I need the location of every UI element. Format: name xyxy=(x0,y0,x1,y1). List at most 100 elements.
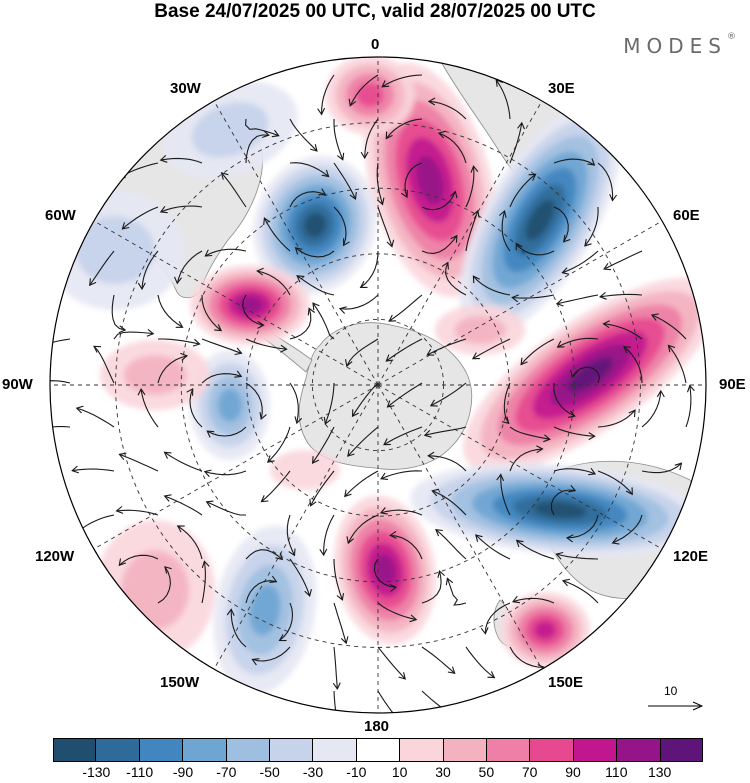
wind-arrowhead xyxy=(471,352,480,360)
wind-streamline xyxy=(296,275,335,296)
wind-arrowhead xyxy=(93,345,102,353)
wind-streamline xyxy=(289,558,311,597)
wind-streamline xyxy=(289,118,318,152)
wind-arrowhead xyxy=(263,217,271,226)
wind-arrowhead xyxy=(555,298,564,307)
wind-arrowhead xyxy=(472,209,480,218)
wind-streamline xyxy=(512,294,555,299)
wind-arrowhead xyxy=(294,416,303,425)
wind-streamline xyxy=(641,462,682,474)
wind-streamline xyxy=(267,426,291,463)
wind-arrowhead xyxy=(75,405,84,414)
wind-streamline xyxy=(377,206,393,247)
colorbar-swatch xyxy=(96,738,140,762)
wind-arrowhead xyxy=(310,144,318,152)
reference-vector xyxy=(648,701,704,711)
map-boundary xyxy=(49,56,707,714)
streamline-layer xyxy=(50,74,695,725)
wind-arrowhead xyxy=(234,347,243,356)
wind-streamline xyxy=(472,338,511,360)
wind-streamline xyxy=(263,217,291,252)
anomaly-contour xyxy=(217,388,243,422)
colorbar-tick-label: 10 xyxy=(391,764,408,780)
wind-arrowhead xyxy=(568,484,577,493)
wind-streamline xyxy=(346,338,379,367)
meridian-line xyxy=(377,384,543,670)
wind-streamline xyxy=(333,206,347,246)
wind-streamline xyxy=(347,514,379,544)
wind-arrowhead xyxy=(495,79,503,87)
wind-streamline xyxy=(377,646,406,680)
wind-arrowhead xyxy=(470,165,479,173)
wind-streamline xyxy=(404,162,423,198)
wind-arrowhead xyxy=(118,452,127,461)
wind-arrowhead xyxy=(409,614,418,623)
wind-arrowhead xyxy=(260,495,269,503)
wind-arrowhead xyxy=(118,325,127,334)
wind-arrowhead xyxy=(599,291,607,300)
colorbar-tick-label: 50 xyxy=(478,764,495,780)
wind-arrowhead xyxy=(686,384,695,393)
wind-arrowhead xyxy=(556,340,565,348)
wind-arrowhead xyxy=(164,566,172,574)
wind-streamline xyxy=(141,250,159,290)
wind-streamline xyxy=(245,549,283,560)
wind-arrowhead xyxy=(336,152,345,161)
wind-arrowhead xyxy=(146,328,155,337)
antarctica-landmass xyxy=(298,322,473,470)
lon-label-60w: 60W xyxy=(45,207,76,224)
wind-streamline xyxy=(428,100,467,120)
wind-arrowhead xyxy=(332,682,341,690)
wind-streamline xyxy=(380,509,423,516)
wind-arrowhead xyxy=(257,320,265,329)
anomaly-contour xyxy=(191,102,269,158)
wind-streamline xyxy=(484,602,511,634)
wind-arrowhead xyxy=(307,307,316,316)
wind-arrowhead xyxy=(317,107,326,116)
wind-streamline xyxy=(381,74,423,88)
wind-streamline xyxy=(597,409,636,428)
wind-streamline xyxy=(553,382,576,417)
wind-streamline xyxy=(344,470,379,497)
wind-arrowhead xyxy=(517,121,526,130)
wind-arrowhead xyxy=(625,487,633,496)
wind-arrowhead xyxy=(137,388,146,396)
wind-streamline xyxy=(503,382,511,424)
wind-arrowhead xyxy=(214,324,223,332)
wind-arrowhead xyxy=(445,577,454,586)
wind-arrowhead xyxy=(89,278,97,287)
wind-arrowhead xyxy=(588,467,597,476)
wind-arrowhead xyxy=(204,249,213,257)
wind-arrowhead xyxy=(359,281,368,288)
wind-streamline xyxy=(164,495,203,516)
wind-arrowhead xyxy=(206,430,215,438)
wind-streamline xyxy=(160,205,203,213)
anomaly-contour xyxy=(525,199,555,241)
wind-streamline xyxy=(383,426,423,446)
wind-arrowhead xyxy=(528,173,537,181)
wind-arrowhead xyxy=(475,534,483,542)
wind-streamline xyxy=(651,314,687,340)
wind-streamline xyxy=(245,118,279,137)
wind-streamline xyxy=(50,380,71,385)
anomaly-contour xyxy=(75,216,155,284)
anomaly-contour xyxy=(374,554,396,586)
anomaly-contour xyxy=(249,584,281,636)
colorbar-swatch xyxy=(313,738,357,762)
wind-arrowhead xyxy=(622,346,631,354)
wind-streamline xyxy=(205,248,247,257)
colorbar-swatch xyxy=(443,738,488,762)
lon-label-0: 0 xyxy=(371,36,380,53)
wind-arrowhead xyxy=(388,314,397,322)
wind-arrowhead xyxy=(567,410,576,418)
wind-arrowhead xyxy=(338,306,347,314)
wind-streamline xyxy=(157,566,171,604)
wind-streamline xyxy=(516,539,555,560)
wind-arrowhead xyxy=(603,262,612,271)
wind-arrowhead xyxy=(294,247,303,255)
wind-streamline xyxy=(207,426,247,437)
wind-arrowhead xyxy=(271,129,280,138)
colorbar-tick-label: -110 xyxy=(126,764,154,780)
wind-arrowhead xyxy=(400,190,409,199)
wind-arrowhead xyxy=(396,718,403,725)
